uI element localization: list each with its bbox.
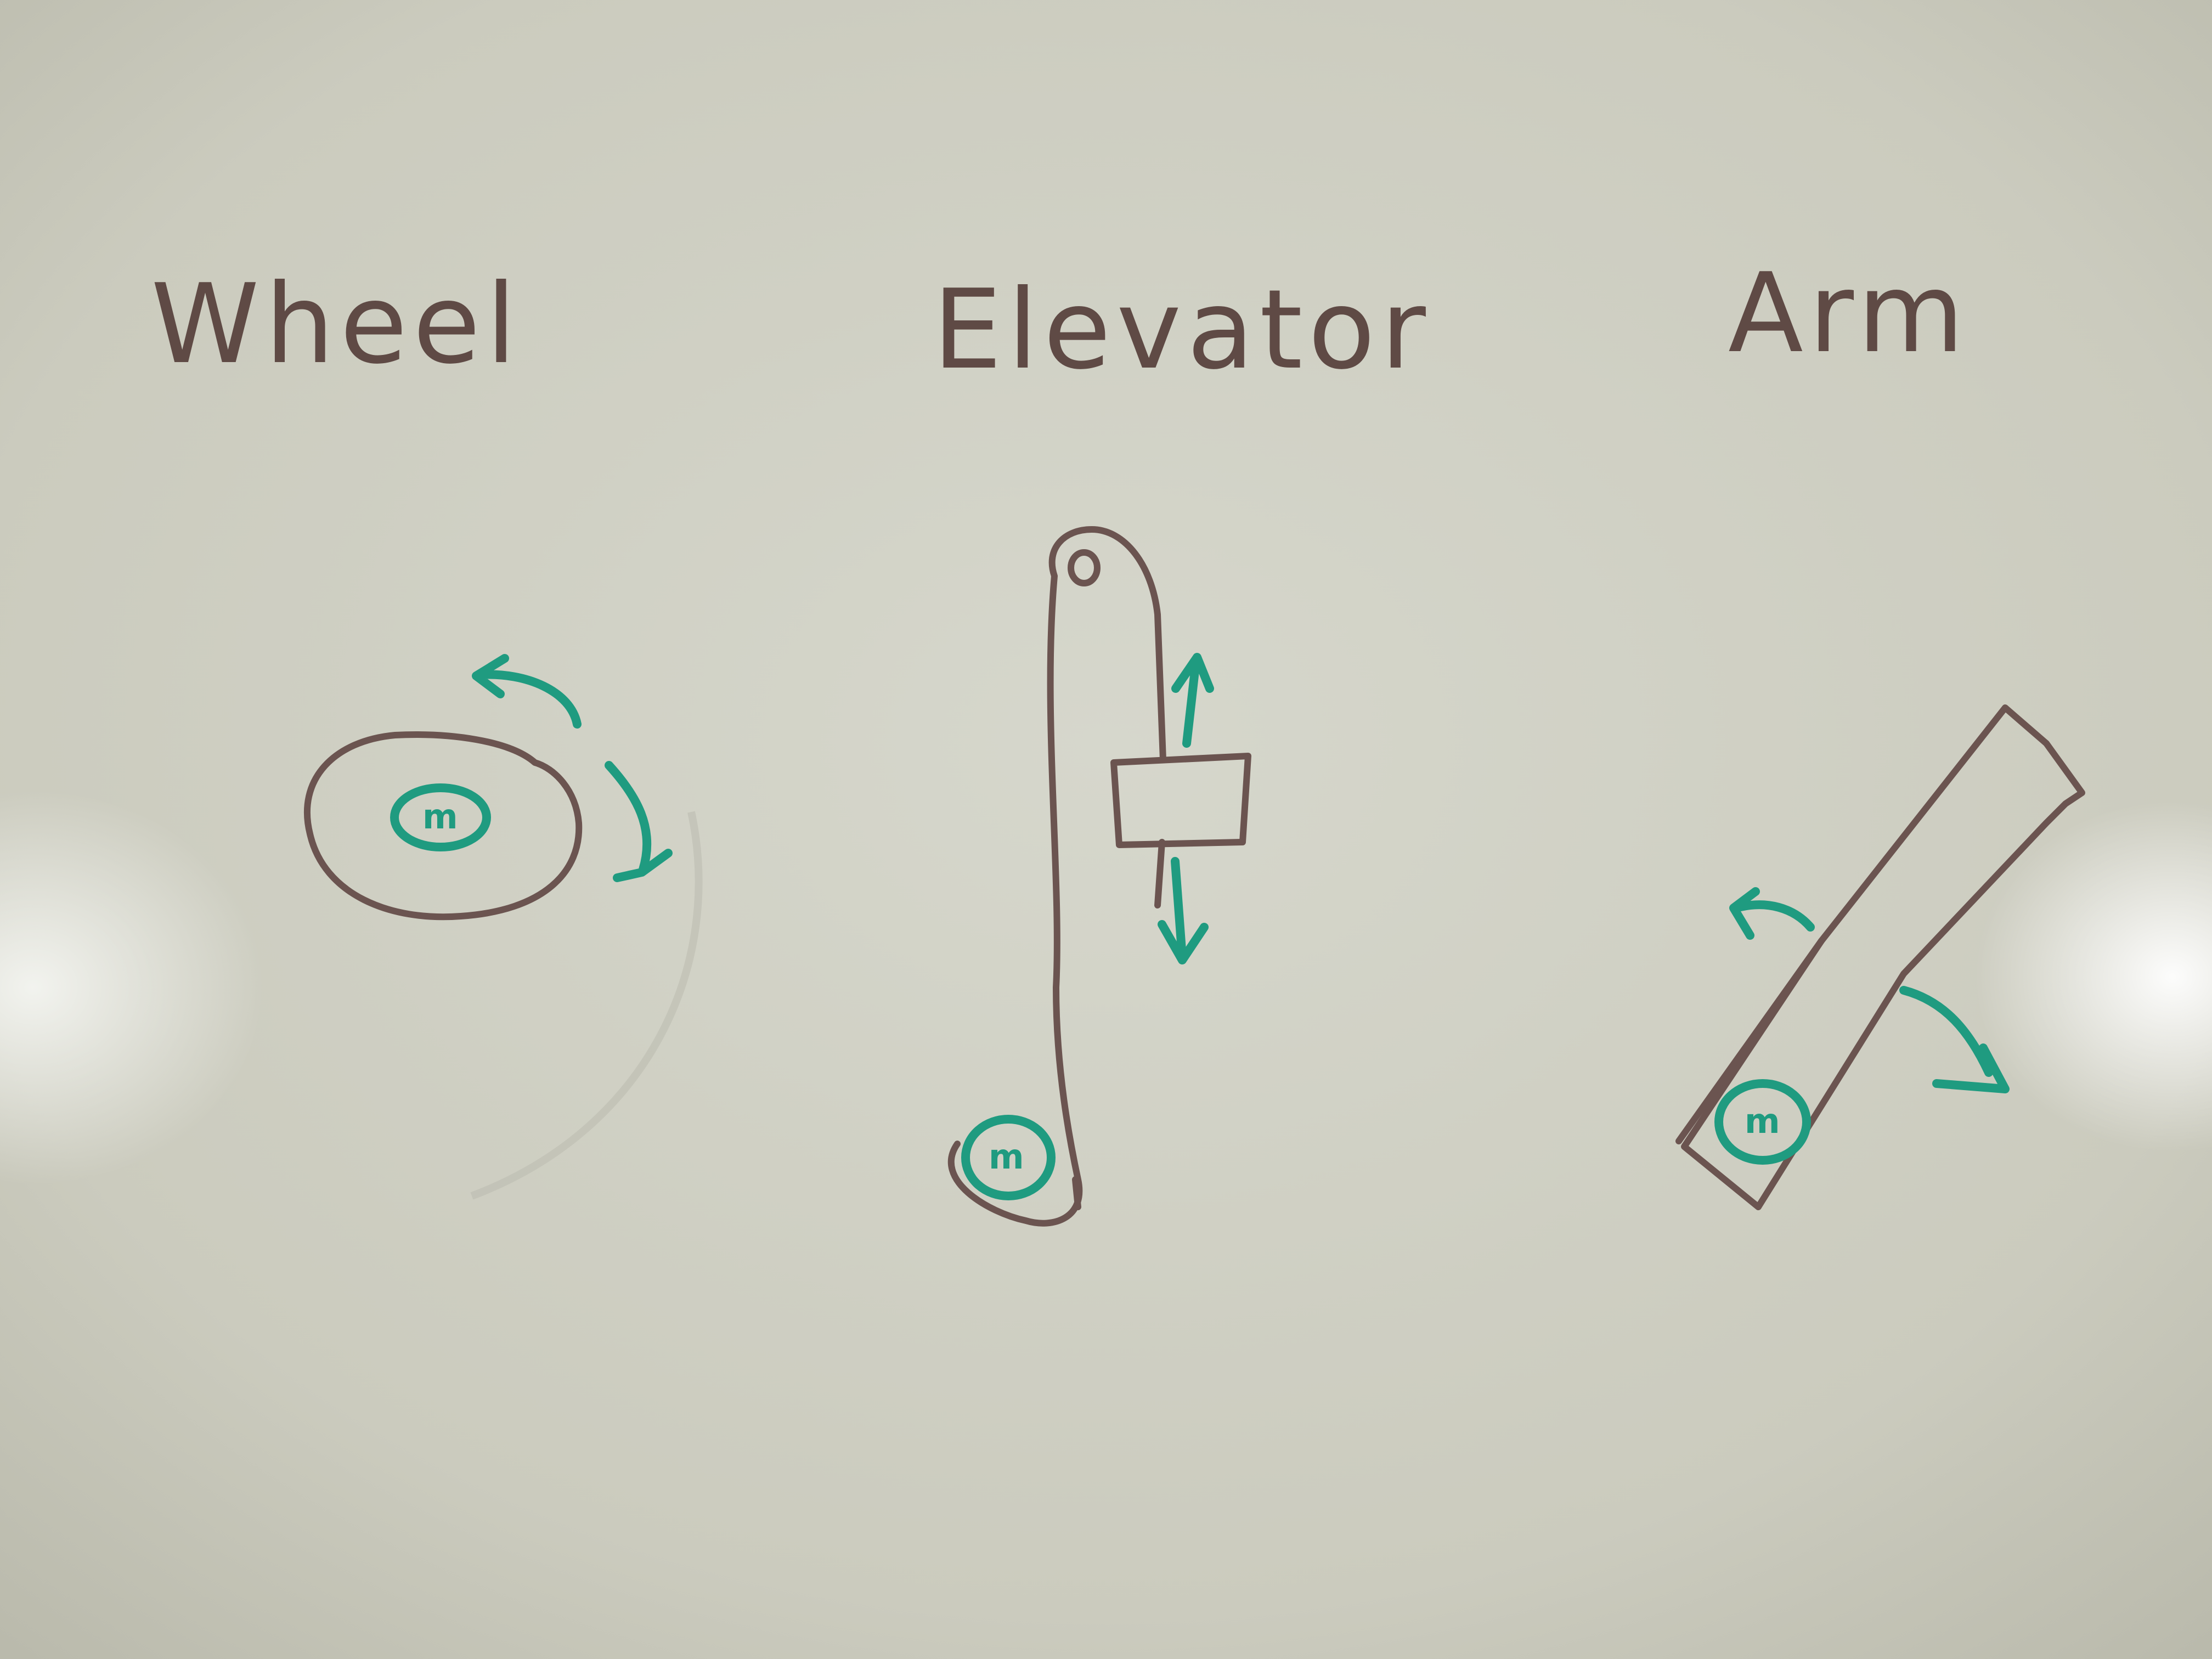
label-elevator: Elevator (933, 266, 1431, 394)
elevator-up-arrow (1171, 653, 1214, 748)
elevator-pulley-top (1068, 549, 1101, 586)
elevator-diagram: m (947, 526, 1251, 1227)
elevator-motor-icon: m (961, 1115, 1056, 1200)
arm-rotate-right-arrow (1899, 986, 2010, 1093)
wheel-motor-icon: m (390, 783, 491, 851)
elevator-down-arrow (1158, 857, 1209, 964)
svg-text:m: m (1745, 1101, 1780, 1141)
arm-rotate-left-arrow (1729, 887, 1815, 940)
arm-pivot-edge (1675, 938, 1825, 1144)
faint-erased-arc (470, 811, 703, 1200)
wheel-rotation-arrow-cw (605, 761, 673, 882)
wheel-diagram: m (304, 654, 673, 921)
wheel-rotation-arrow-ccw (472, 654, 582, 729)
glare-left (0, 790, 263, 1185)
arm-link (1681, 704, 2085, 1210)
elevator-belt-lower-tail (1072, 1176, 1081, 1210)
label-arm: Arm (1728, 250, 1970, 377)
svg-text:m: m (422, 797, 458, 837)
arm-motor-icon: m (1714, 1079, 1811, 1165)
wheel-outline (304, 731, 583, 921)
arm-diagram: m (1675, 704, 2085, 1210)
glare-right (1975, 801, 2212, 1152)
elevator-carriage (1110, 753, 1251, 848)
svg-text:m: m (989, 1137, 1024, 1177)
elevator-belt (947, 526, 1166, 1227)
label-wheel: Wheel (151, 261, 522, 388)
